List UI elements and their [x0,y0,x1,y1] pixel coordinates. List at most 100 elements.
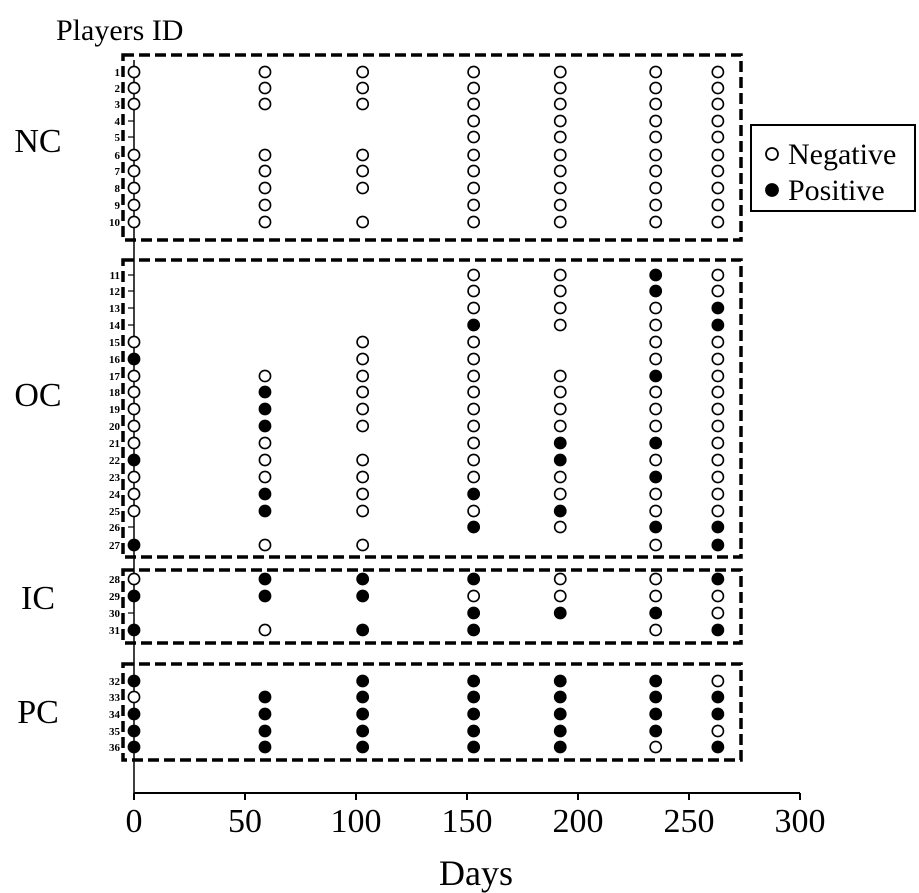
negative-point [649,352,663,366]
negative-point [356,65,370,79]
player-id-label: 9 [115,200,121,212]
x-tick-label: 50 [228,803,262,840]
positive-point [258,707,272,721]
positive-point [649,724,663,738]
negative-point [258,470,272,484]
positive-point [711,623,725,637]
positive-point [467,707,481,721]
legend-positive-label: Positive [788,174,885,207]
player-id-label: 10 [109,217,121,229]
negative-point [356,352,370,366]
player-rows: 1234567891011121314151617181920212223242… [109,67,134,754]
positive-point [467,572,481,586]
negative-point [356,402,370,416]
positive-point [467,724,481,738]
player-id-label: 13 [109,303,121,315]
negative-point [711,402,725,416]
negative-point [711,130,725,144]
negative-point [467,65,481,79]
negative-point [553,419,567,433]
negative-point [711,589,725,603]
negative-point [467,470,481,484]
negative-point [553,81,567,95]
positive-point [356,740,370,754]
positive-point [467,674,481,688]
negative-point [127,81,141,95]
negative-point [711,606,725,620]
negative-point [467,97,481,111]
player-id-label: 27 [109,540,121,552]
negative-point [467,352,481,366]
negative-point [356,470,370,484]
positive-point [711,301,725,315]
player-id-label: 28 [109,574,121,586]
negative-point [649,419,663,433]
negative-point [467,268,481,282]
group-box [121,568,743,645]
negative-point [711,436,725,450]
negative-point [127,419,141,433]
positive-point [711,520,725,534]
negative-point [356,369,370,383]
player-id-label: 11 [110,270,120,282]
positive-point [553,674,567,688]
negative-point [467,215,481,229]
positive-point [711,538,725,552]
y-axis-title: Players ID [56,14,183,47]
positive-point [356,572,370,586]
positive-point [258,385,272,399]
player-id-label: 21 [109,438,120,450]
negative-point [553,369,567,383]
negative-point [127,436,141,450]
positive-point [553,606,567,620]
positive-point [356,589,370,603]
negative-point [127,369,141,383]
negative-point [649,301,663,315]
positive-point [711,740,725,754]
negative-point [553,572,567,586]
negative-point [258,623,272,637]
positive-point [467,520,481,534]
negative-point [711,724,725,738]
group-label: OC [14,377,61,414]
negative-point [467,402,481,416]
player-id-label: 20 [109,421,121,433]
positive-point [258,690,272,704]
negative-point [467,284,481,298]
negative-point [711,369,725,383]
positive-point [467,318,481,332]
positive-point [356,674,370,688]
negative-point [649,164,663,178]
positive-point [649,284,663,298]
negative-point [356,148,370,162]
negative-point [356,97,370,111]
player-id-label: 16 [109,354,121,366]
negative-point [649,148,663,162]
negative-point [711,419,725,433]
player-id-label: 14 [109,320,121,332]
positive-point [649,690,663,704]
legend-negative-label: Negative [788,138,896,171]
player-id-label: 29 [109,591,121,603]
negative-point [711,198,725,212]
negative-point [711,268,725,282]
player-id-label: 5 [115,132,121,144]
negative-point [711,674,725,688]
negative-point [649,538,663,552]
player-id-label: 12 [109,286,121,298]
negative-point [258,538,272,552]
x-tick-label: 250 [664,803,715,840]
positive-point [258,487,272,501]
negative-point [356,385,370,399]
positive-point [649,268,663,282]
negative-point [356,419,370,433]
player-id-label: 35 [109,726,121,738]
negative-point [553,148,567,162]
positive-point [467,606,481,620]
negative-point [649,623,663,637]
group-box [121,53,743,242]
negative-point [467,81,481,95]
positive-point [467,487,481,501]
negative-point [649,504,663,518]
negative-point [127,385,141,399]
